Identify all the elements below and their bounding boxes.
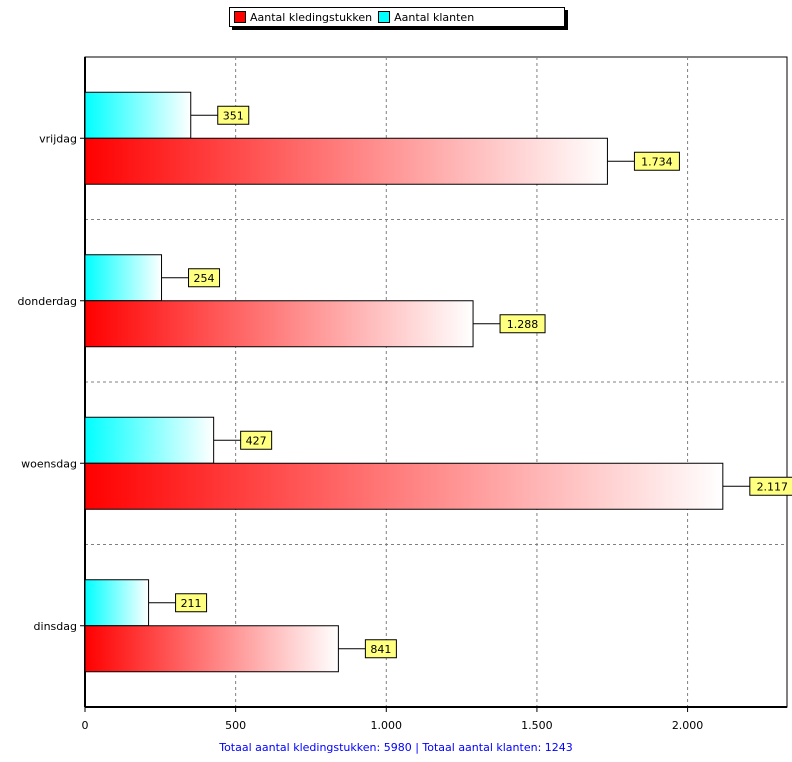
value-label-kledingstukken-dinsdag: 841 [370,643,391,656]
value-label-klanten-dinsdag-box [175,593,208,613]
legend-label-klanten: Aantal klanten [394,10,475,24]
legend-label-kledingstukken: Aantal kledingstukken [250,10,373,24]
x-tick-label: 0 [82,719,89,732]
value-label-klanten-dinsdag: 211 [181,597,202,610]
bar-klanten-donderdag [84,254,163,302]
legend-swatch-kledingstukken [234,11,246,23]
value-label-klanten-woensdag: 427 [246,434,267,447]
bar-kledingstukken-woensdag [84,462,724,510]
value-label-klanten-vrijdag: 351 [223,109,244,122]
plot-area: 0 500 1.000 1.500 2.000 dinsdag 211 841 woensdag… [18,56,792,732]
value-label-kledingstukken-vrijdag-box [633,151,680,171]
legend-item-kledingstukken: Aantal kledingstukken [234,11,372,24]
bar-klanten-woensdag [84,416,215,464]
x-tick-label: 1.500 [521,719,553,732]
bar-kledingstukken-vrijdag [84,137,608,185]
value-label-kledingstukken-woensdag: 2.117 [757,480,789,493]
y-tick-label-donderdag: donderdag [18,295,77,308]
legend: Aantal kledingstukken Aantal klanten [229,7,565,27]
value-label-kledingstukken-woensdag-box [749,476,792,496]
value-label-klanten-donderdag-box [188,268,221,288]
chart-footer: Totaal aantal kledingstukken: 5980 | Tot… [219,741,573,754]
value-label-kledingstukken-donderdag: 1.288 [507,318,539,331]
value-label-klanten-donderdag: 254 [194,272,215,285]
legend-swatch-klanten [378,11,391,23]
legend-item-klanten: Aantal klanten [378,11,474,24]
bar-klanten-vrijdag [84,91,192,139]
x-tick-label: 500 [225,719,246,732]
x-tick-label: 1.000 [371,719,403,732]
y-tick-label-woensdag: woensdag [21,457,77,470]
value-label-klanten-vrijdag-box [217,105,250,125]
value-label-kledingstukken-dinsdag-box [364,639,397,659]
value-label-kledingstukken-donderdag-box [499,314,546,334]
bar-klanten-dinsdag [84,579,150,627]
value-label-kledingstukken-vrijdag: 1.734 [641,155,673,168]
value-label-klanten-woensdag-box [240,430,273,450]
y-tick-label-dinsdag: dinsdag [34,620,77,633]
x-tick-label: 2.000 [672,719,704,732]
bar-kledingstukken-donderdag [84,300,474,348]
bar-kledingstukken-dinsdag [84,625,339,673]
y-tick-label-vrijdag: vrijdag [39,132,77,145]
